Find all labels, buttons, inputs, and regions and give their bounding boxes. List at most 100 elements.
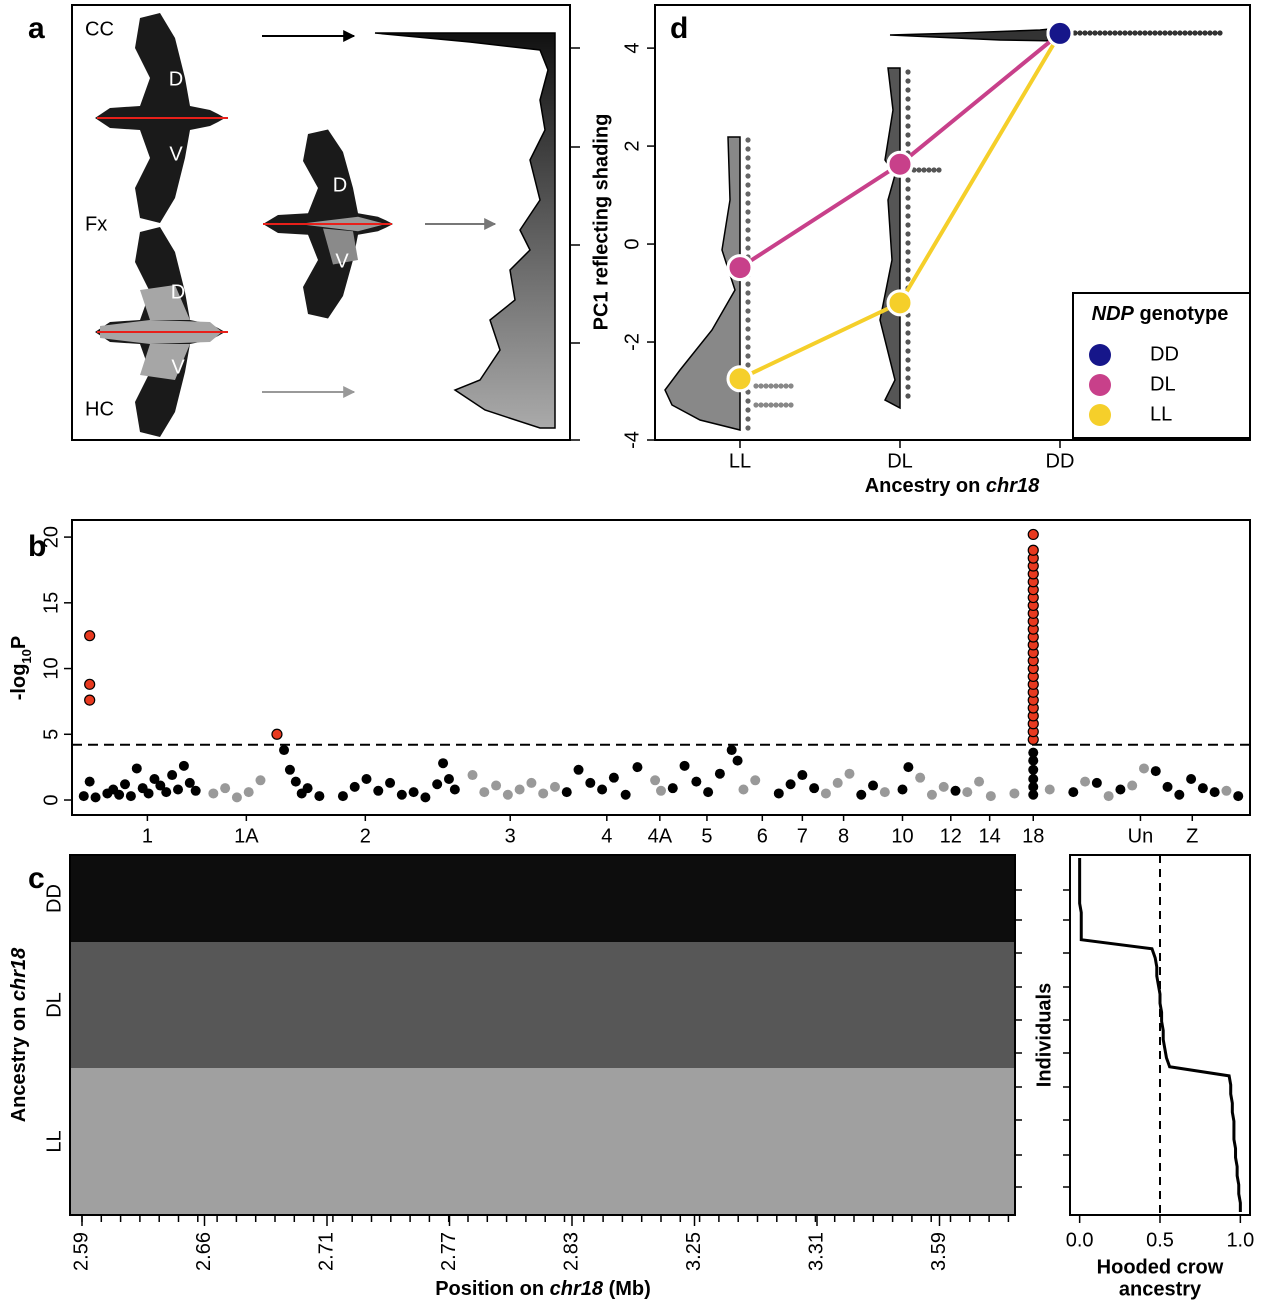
y-axis-title: -log10P bbox=[8, 636, 34, 700]
dot bbox=[1172, 30, 1178, 36]
snp-point bbox=[797, 770, 808, 781]
violin bbox=[879, 67, 901, 410]
dot bbox=[745, 200, 751, 206]
dot bbox=[773, 402, 779, 408]
dot bbox=[905, 384, 911, 390]
snp-point bbox=[1028, 747, 1039, 758]
dot bbox=[905, 267, 911, 273]
dot bbox=[905, 375, 911, 381]
x-tick-label: 0.5 bbox=[1146, 1229, 1174, 1251]
label-part: (Mb) bbox=[603, 1278, 651, 1300]
snp-point bbox=[385, 777, 396, 788]
snp-point bbox=[432, 779, 443, 790]
y-tick-label: -2 bbox=[621, 333, 643, 351]
dot bbox=[745, 191, 751, 197]
x-tick-label: 2.83 bbox=[560, 1232, 582, 1271]
x-tick-label: 3.59 bbox=[928, 1232, 950, 1271]
dot bbox=[753, 402, 759, 408]
region-label: D bbox=[169, 68, 183, 90]
dot bbox=[1192, 30, 1198, 36]
x-tick-label: 12 bbox=[940, 825, 962, 847]
dot bbox=[1152, 30, 1158, 36]
snp-point bbox=[1174, 789, 1185, 800]
snp-point bbox=[302, 783, 313, 794]
snp-point bbox=[1197, 783, 1208, 794]
dot bbox=[905, 78, 911, 84]
snp-point bbox=[271, 728, 283, 740]
snp-point bbox=[479, 787, 490, 798]
dot bbox=[745, 326, 751, 332]
x-tick-label: 3 bbox=[505, 825, 516, 847]
y-tick-label: 0 bbox=[621, 238, 643, 249]
dot bbox=[745, 218, 751, 224]
snp-point bbox=[90, 792, 101, 803]
genotype-mean bbox=[726, 254, 754, 282]
snp-point bbox=[449, 784, 460, 795]
plot-frame bbox=[1069, 854, 1251, 1216]
snp-point bbox=[279, 745, 290, 756]
snp-point bbox=[962, 787, 973, 798]
snp-point bbox=[1028, 764, 1039, 775]
dot bbox=[778, 402, 784, 408]
density bbox=[374, 32, 556, 429]
dot bbox=[1097, 30, 1103, 36]
dot bbox=[768, 402, 774, 408]
snp-point bbox=[1186, 773, 1197, 784]
snp-point bbox=[897, 784, 908, 795]
snp-point bbox=[314, 791, 325, 802]
dot bbox=[1112, 30, 1118, 36]
dot bbox=[1167, 30, 1173, 36]
snp-point bbox=[1115, 784, 1126, 795]
y-tick-label: 15 bbox=[40, 592, 62, 614]
y-tick-label: 20 bbox=[40, 526, 62, 548]
snp-point bbox=[561, 787, 572, 798]
y-axis-title: PC1 reflecting shading bbox=[590, 114, 612, 331]
x-tick-label: 7 bbox=[797, 825, 808, 847]
snp-point bbox=[84, 678, 96, 690]
snp-point bbox=[868, 780, 879, 791]
dot bbox=[1207, 30, 1213, 36]
dot bbox=[1197, 30, 1203, 36]
dot bbox=[745, 416, 751, 422]
snp-point bbox=[1027, 544, 1039, 556]
snp-point bbox=[938, 781, 949, 792]
label-part: chr18 bbox=[986, 475, 1040, 497]
dot bbox=[926, 167, 932, 173]
snp-point bbox=[290, 776, 301, 787]
snp-point bbox=[1162, 781, 1173, 792]
x-tick-label: 4A bbox=[648, 825, 673, 847]
legend-swatch bbox=[1089, 404, 1111, 426]
dot bbox=[745, 173, 751, 179]
label-part: genotype bbox=[1134, 303, 1228, 325]
row-label: DL bbox=[43, 992, 65, 1018]
snp-point bbox=[178, 760, 189, 771]
bird-label: CC bbox=[85, 18, 114, 40]
snp-point bbox=[420, 792, 431, 803]
snp-point bbox=[1127, 780, 1138, 791]
dot bbox=[921, 167, 927, 173]
snp-point bbox=[632, 762, 643, 773]
dot bbox=[768, 383, 774, 389]
snp-point bbox=[167, 770, 178, 781]
grey-body bbox=[140, 285, 190, 380]
bird-label: HC bbox=[85, 398, 114, 420]
snp-point bbox=[1009, 788, 1020, 799]
y-tick-label: 4 bbox=[621, 43, 643, 54]
snp-point bbox=[549, 781, 560, 792]
snp-point bbox=[1068, 787, 1079, 798]
label-part: 10 bbox=[19, 649, 34, 663]
snp-point bbox=[1027, 528, 1039, 541]
snp-point bbox=[926, 789, 937, 800]
dot bbox=[905, 249, 911, 255]
dot bbox=[1082, 30, 1088, 36]
y-tick-label: 5 bbox=[40, 729, 62, 740]
dot bbox=[745, 389, 751, 395]
dot bbox=[763, 383, 769, 389]
violin bbox=[889, 27, 1061, 42]
snp-point bbox=[608, 772, 619, 783]
dot bbox=[905, 339, 911, 345]
panel-letter: c bbox=[28, 862, 45, 895]
snp-point bbox=[738, 784, 749, 795]
snp-point bbox=[1028, 789, 1039, 800]
